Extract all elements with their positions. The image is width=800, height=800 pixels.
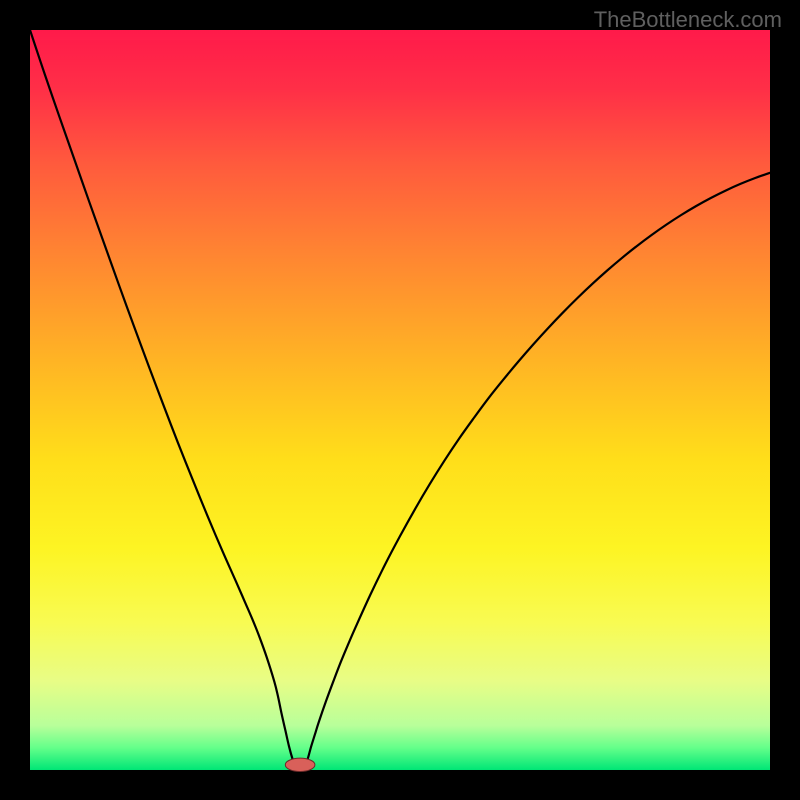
- chart-svg: [0, 0, 800, 800]
- watermark-text: TheBottleneck.com: [594, 7, 782, 33]
- gradient-background: [30, 30, 770, 770]
- bottleneck-marker: [285, 758, 315, 771]
- chart-container: TheBottleneck.com: [0, 0, 800, 800]
